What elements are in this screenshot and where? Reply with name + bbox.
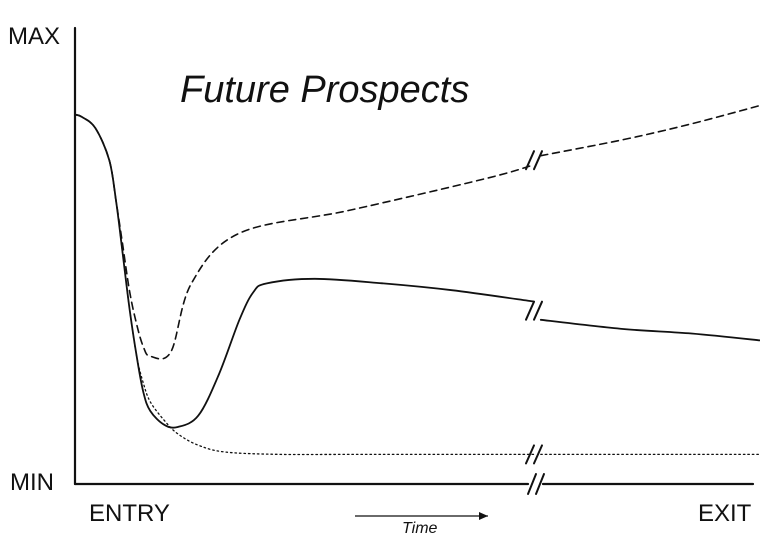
series-solid-line-after-break: [539, 318, 760, 342]
series-dotted-break-mark-left: [525, 444, 535, 465]
series-dotted-break-mark-right: [533, 444, 543, 465]
series-solid-line-before-break: [74, 113, 535, 429]
x-axis-label: Time: [402, 520, 438, 537]
series-layer: [74, 104, 760, 456]
time-arrow-head: [479, 512, 488, 520]
x-axis-break-mark-left: [527, 473, 537, 495]
series-dashed-line-before-break: [74, 113, 535, 360]
chart-title: Future Prospects: [180, 69, 469, 111]
series-solid-break-mark-left: [525, 300, 535, 321]
y-tick-max-label: MAX: [8, 23, 60, 50]
series-dashed-break-mark-right: [533, 150, 543, 171]
x-tick-entry-label: ENTRY: [89, 500, 170, 527]
series-dashed-break-mark-left: [525, 150, 535, 171]
y-tick-min-label: MIN: [10, 469, 54, 496]
series-solid-break-mark-right: [533, 300, 543, 321]
x-axis-break-mark-right: [535, 473, 545, 495]
break-layer: [525, 150, 543, 465]
series-dotted-line-before-break: [74, 113, 535, 456]
series-dashed-line-after-break: [540, 104, 760, 157]
x-tick-exit-label: EXIT: [698, 500, 752, 527]
